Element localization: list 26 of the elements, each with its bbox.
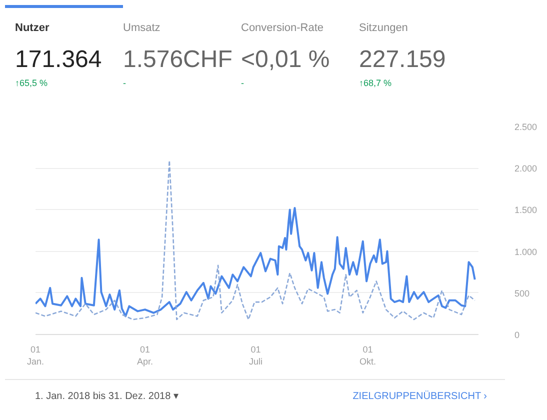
x-tick-label: 01 Jan. (26, 344, 44, 366)
line-series (36, 207, 476, 318)
text: ↑65,5 % (15, 76, 49, 90)
y-tick-label: 500 (514, 288, 530, 298)
text: - (241, 76, 245, 90)
y-tick-label: 2.000 (514, 164, 538, 174)
y-tick-label: 0 (514, 330, 520, 340)
x-tick-label: 01 Apr. (137, 344, 154, 366)
y-tick-label: 2.500 (514, 122, 538, 132)
text: Nutzer (15, 21, 50, 36)
text: ZIELGRUPPENÜBERSICHT › (352, 390, 487, 404)
text: <0,01 % (241, 44, 331, 75)
text: 227.159 (359, 44, 447, 75)
x-tick-label: 01 Okt. (360, 344, 376, 366)
y-tick-label: 1.500 (514, 205, 538, 216)
text: ↑68,7 % (359, 76, 393, 90)
x-tick-label: 01 Juli (249, 344, 263, 366)
text: 1. Jan. 2018 bis 31. Dez. 2018 ▾ (35, 390, 178, 404)
text: Umsatz (123, 21, 162, 36)
text: - (123, 76, 127, 90)
text: Conversion-Rate (241, 21, 325, 36)
text: 1.576CHF (123, 44, 234, 75)
text: 171.364 (15, 44, 103, 75)
text: Sitzungen (359, 21, 409, 36)
y-tick-label: 1.000 (514, 246, 538, 257)
line-series (36, 160, 476, 320)
